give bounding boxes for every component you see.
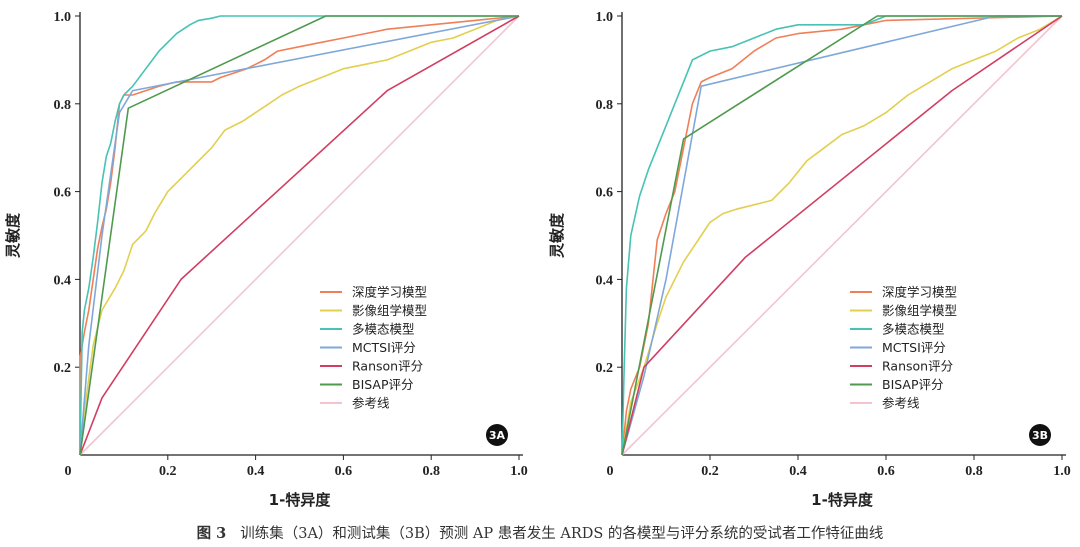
3a-legend-label-radiomics: 影像组学模型 (352, 303, 427, 318)
3a-curve-bisap (79, 15, 519, 456)
3a-x-tick-label: 0.4 (247, 464, 265, 479)
3b-badge-label: 3B (1032, 429, 1048, 442)
3a-legend-label-mctsi: MCTSI评分 (352, 340, 416, 355)
3a-y-tick-label: 0.8 (54, 98, 72, 113)
3b-x-tick-label: 0.2 (701, 464, 719, 479)
3b-x-tick-label: 0.6 (877, 464, 895, 479)
caption-text: 训练集（3A）和测试集（3B）预测 AP 患者发生 ARDS 的各模型与评分系统… (240, 526, 884, 542)
3a-y-tick-label: 0.4 (54, 273, 72, 288)
3a-x-tick-label: 0 (65, 464, 72, 479)
3a-x-tick-label: 1.0 (510, 464, 528, 479)
3b-legend-label-deep-learning: 深度学习模型 (882, 285, 957, 300)
3b-x-tick-label: 1.0 (1053, 464, 1071, 479)
3b-y-axis-title: 灵敏度 (548, 212, 566, 258)
caption-label: 图 3 (196, 525, 227, 542)
3a-curve-mctsi (79, 15, 520, 456)
3b-y-tick-label: 0.2 (596, 361, 614, 376)
3b-legend-label-multimodal: 多模态模型 (882, 322, 945, 337)
roc-figure: 0 0.2 0.4 0.6 0.8 1.0 0.2 0.4 0.6 0.8 1.0 1-特异度 灵敏度深… (4, 10, 1071, 509)
3b-y-tick-label: 0.6 (596, 186, 614, 201)
3a-legend-label-multimodal: 多模态模型 (352, 322, 415, 337)
3a-x-tick-label: 0.6 (335, 464, 353, 479)
3a-curve-ranson (79, 15, 520, 456)
panel-3b: 0 0.2 0.4 0.6 0.8 1.0 0.2 0.4 0.6 0.8 1.0 1-特异度 灵敏度深… (548, 10, 1071, 509)
3b-legend-label-mctsi: MCTSI评分 (882, 340, 946, 355)
3b-x-axis-title: 1-特异度 (811, 491, 874, 509)
3b-x-tick-label: 0 (607, 464, 614, 479)
3a-x-tick-label: 0.8 (422, 464, 440, 479)
3b-y-tick-label: 0.8 (596, 98, 614, 113)
3b-x-tick-label: 0.4 (789, 464, 807, 479)
3b-y-tick-label: 1.0 (596, 10, 614, 25)
3a-x-tick-label: 0.2 (159, 464, 177, 479)
3b-curve-reference (621, 15, 1063, 456)
3a-curve-multimodal (79, 15, 519, 456)
3a-y-tick-label: 1.0 (54, 10, 72, 25)
3b-x-tick-label: 0.8 (965, 464, 983, 479)
3a-legend-label-ranson: Ranson评分 (352, 359, 423, 374)
3b-curve-multimodal (621, 15, 1062, 456)
3b-curve-ranson (621, 15, 1063, 456)
3b-legend-label-reference: 参考线 (882, 396, 920, 411)
3b-legend-label-ranson: Ranson评分 (882, 359, 953, 374)
3b-curve-bisap (621, 15, 1062, 456)
3a-badge-circle (486, 424, 508, 446)
3a-curve-reference (79, 15, 520, 456)
3a-legend-label-deep-learning: 深度学习模型 (352, 285, 427, 300)
3a-legend-label-bisap: BISAP评分 (352, 377, 414, 392)
3a-curve-radiomics (79, 15, 520, 456)
3a-y-tick-label: 0.6 (54, 186, 72, 201)
3a-y-tick-label: 0.2 (54, 361, 72, 376)
3b-legend-label-bisap: BISAP评分 (882, 377, 944, 392)
3a-legend-label-reference: 参考线 (352, 396, 390, 411)
3a-x-axis-title: 1-特异度 (269, 491, 332, 509)
3a-y-axis-title: 灵敏度 (4, 212, 22, 258)
panel-3a: 0 0.2 0.4 0.6 0.8 1.0 0.2 0.4 0.6 0.8 1.0 1-特异度 灵敏度深… (4, 10, 528, 509)
3a-badge-label: 3A (489, 429, 506, 442)
3b-y-tick-label: 0.4 (596, 273, 614, 288)
figure-caption: 图 3 训练集（3A）和测试集（3B）预测 AP 患者发生 ARDS 的各模型与评… (0, 522, 1080, 543)
3b-legend-label-radiomics: 影像组学模型 (882, 303, 957, 318)
3b-badge-circle (1029, 424, 1051, 446)
3b-curve-radiomics (621, 15, 1063, 456)
